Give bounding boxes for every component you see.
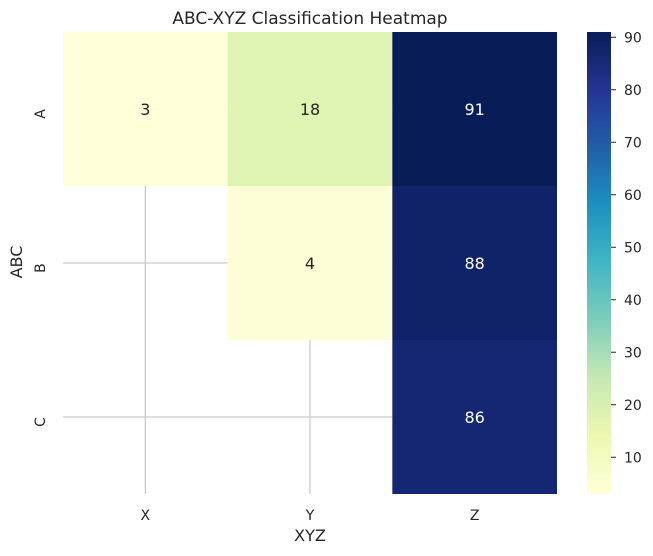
- x-axis-label: XYZ: [294, 526, 326, 545]
- colorbar-tick-label: 70: [624, 135, 642, 151]
- y-tick-label: C: [33, 417, 49, 427]
- colorbar-tick-label: 40: [624, 293, 642, 309]
- heatmap-cells: [63, 32, 557, 494]
- cell-value-label: 4: [305, 254, 315, 273]
- y-axis-ticks: A B C: [33, 109, 49, 427]
- colorbar: [587, 32, 611, 494]
- colorbar-tick-label: 90: [624, 30, 642, 46]
- cell-value-label: 86: [464, 408, 484, 427]
- y-tick-label: A: [33, 109, 49, 119]
- heatmap-cell: [63, 32, 228, 186]
- x-tick-label: Y: [305, 508, 315, 524]
- heatmap-cell: [392, 32, 557, 186]
- cell-value-label: 88: [464, 254, 484, 273]
- colorbar-tick-label: 60: [624, 188, 642, 204]
- colorbar-tick-label: 80: [624, 83, 642, 99]
- colorbar-ticks: 10 20 30 40 50 60 70 80 90: [611, 30, 642, 466]
- y-axis-label: ABC: [7, 246, 26, 279]
- colorbar-tick-label: 10: [624, 450, 642, 466]
- x-tick-label: X: [141, 508, 151, 524]
- heatmap-cell: [392, 186, 557, 340]
- colorbar-tick-label: 50: [624, 240, 642, 256]
- cell-value-label: 91: [464, 100, 484, 119]
- cell-value-label: 3: [140, 100, 150, 119]
- heatmap-cell: [227, 186, 393, 340]
- cell-value-labels: 3 18 91 4 88 86: [140, 100, 485, 427]
- heatmap-cell: [392, 340, 557, 494]
- x-tick-label: Z: [470, 508, 480, 524]
- y-tick-label: B: [33, 263, 49, 273]
- cell-value-label: 18: [300, 100, 320, 119]
- chart-title: ABC-XYZ Classification Heatmap: [172, 9, 447, 29]
- colorbar-tick-label: 30: [624, 345, 642, 361]
- colorbar-tick-label: 20: [624, 398, 642, 414]
- x-axis-ticks: X Y Z: [141, 508, 480, 524]
- heatmap-cell: [227, 32, 393, 186]
